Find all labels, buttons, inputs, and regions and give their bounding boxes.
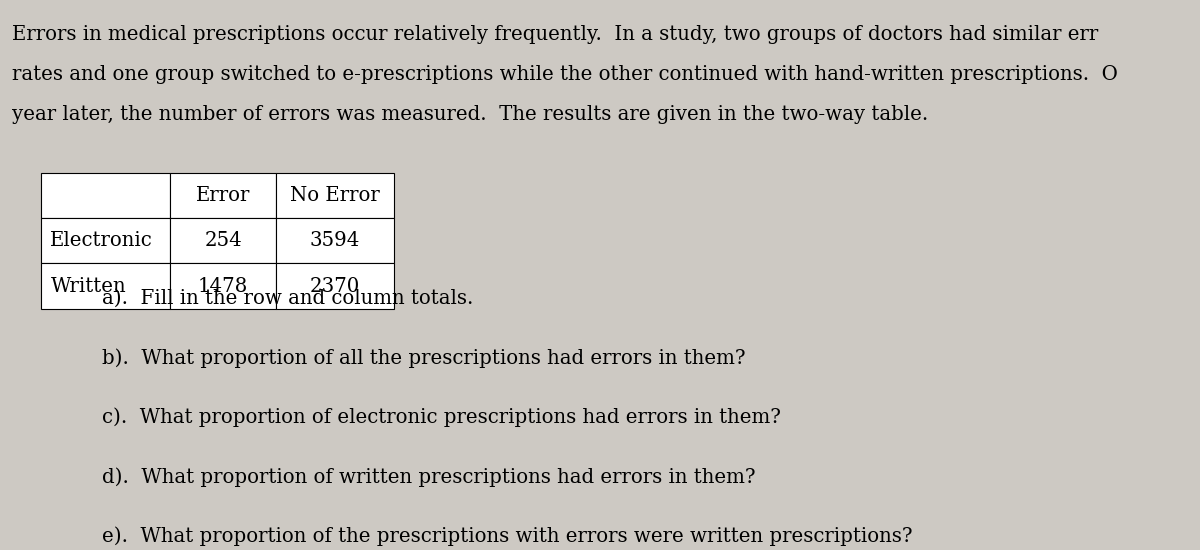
- Text: d).  What proportion of written prescriptions had errors in them?: d). What proportion of written prescript…: [102, 467, 756, 487]
- Text: e).  What proportion of the prescriptions with errors were written prescriptions: e). What proportion of the prescriptions…: [102, 526, 912, 546]
- Text: 2370: 2370: [310, 277, 360, 295]
- Text: Error: Error: [196, 186, 251, 205]
- Text: 3594: 3594: [310, 232, 360, 250]
- Text: a).  Fill in the row and column totals.: a). Fill in the row and column totals.: [102, 289, 473, 308]
- Text: year later, the number of errors was measured.  The results are given in the two: year later, the number of errors was mea…: [12, 105, 929, 124]
- Text: Errors in medical prescriptions occur relatively frequently.  In a study, two gr: Errors in medical prescriptions occur re…: [12, 25, 1098, 44]
- Text: 1478: 1478: [198, 277, 248, 295]
- Bar: [276, 263, 394, 309]
- Text: b).  What proportion of all the prescriptions had errors in them?: b). What proportion of all the prescript…: [102, 348, 745, 368]
- Text: 254: 254: [204, 232, 242, 250]
- Bar: [170, 263, 276, 309]
- Text: No Error: No Error: [290, 186, 379, 205]
- Bar: [41, 263, 170, 309]
- Bar: [41, 218, 170, 263]
- Bar: [170, 173, 276, 218]
- Bar: [170, 218, 276, 263]
- Text: Electronic: Electronic: [50, 232, 154, 250]
- Text: c).  What proportion of electronic prescriptions had errors in them?: c). What proportion of electronic prescr…: [102, 408, 781, 427]
- Bar: [41, 173, 170, 218]
- Bar: [276, 218, 394, 263]
- Text: rates and one group switched to e-prescriptions while the other continued with h: rates and one group switched to e-prescr…: [12, 65, 1118, 84]
- Bar: [276, 173, 394, 218]
- Text: Written: Written: [50, 277, 126, 295]
